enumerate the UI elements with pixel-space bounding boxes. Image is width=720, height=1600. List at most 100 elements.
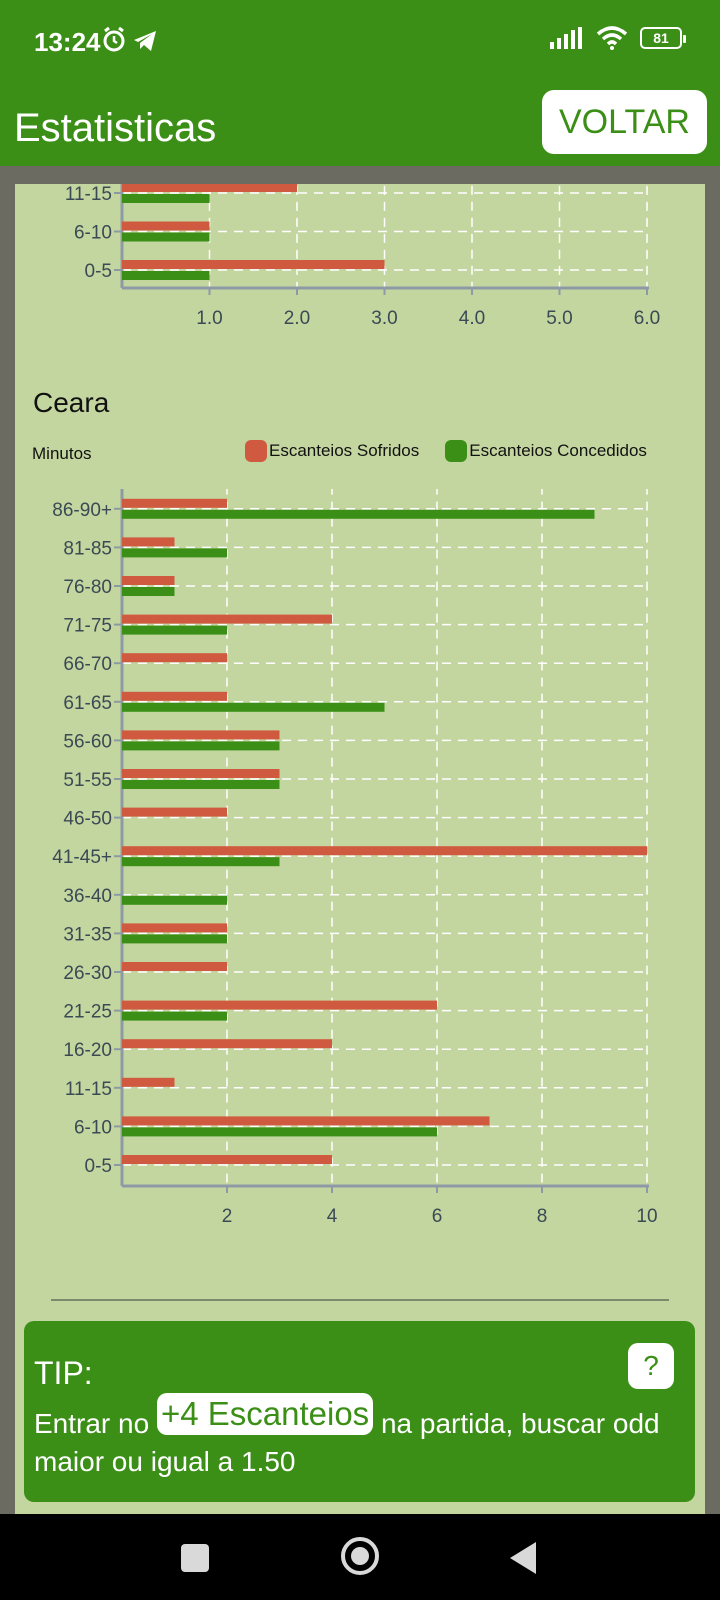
alarm-icon [103, 26, 125, 52]
main-chart-x-tick-label: 2 [222, 1206, 233, 1227]
main-chart: 0-5 6-10 11-15 16-20 21-25 26-30 31-35 36-40 41-… [52, 489, 658, 1227]
help-button[interactable]: ? [628, 1343, 674, 1389]
top-chart-x-tick-label: 3.0 [371, 308, 397, 329]
wifi-icon [596, 26, 628, 50]
tip-highlight: +4 Escanteios [156, 1393, 374, 1435]
main-chart-bar-sofridos [122, 1039, 332, 1049]
top-chart-bar-sofridos [122, 184, 297, 192]
main-chart-bar-sofridos [122, 730, 280, 740]
main-chart-category-label: 41-45+ [52, 847, 112, 868]
back-button[interactable]: VOLTAR [542, 90, 707, 154]
main-chart-category-label: 21-25 [63, 1002, 112, 1023]
status-icons-right: 81 [550, 26, 686, 50]
divider [51, 1299, 669, 1301]
legend-label-sofridos: Escanteios Sofridos [269, 441, 420, 460]
main-chart-bar-sofridos [122, 498, 227, 508]
main-chart-bar-sofridos [122, 691, 227, 701]
main-chart-bar-sofridos [122, 576, 175, 585]
tip-text-after: na partida, buscar odd maior ou igual a … [34, 1408, 660, 1477]
telegram-icon [134, 31, 156, 51]
main-chart-category-label: 6-10 [74, 1117, 112, 1138]
main-chart-bar-concedidos [122, 702, 385, 712]
main-chart-bar-concedidos [122, 587, 175, 596]
main-chart-category-label: 81-85 [63, 538, 112, 559]
main-chart-category-label: 0-5 [85, 1156, 112, 1177]
main-chart-bar-concedidos [122, 1127, 437, 1137]
main-chart-bar-concedidos [122, 934, 227, 944]
appbar-shadow [0, 166, 720, 184]
top-chart-bar-sofridos [122, 221, 210, 231]
main-chart-category-label: 66-70 [63, 654, 112, 675]
main-chart-category-label: 76-80 [63, 577, 112, 598]
tip-text: Entrar no +4 Escanteios na partida, busc… [34, 1393, 674, 1481]
legend-swatch-concedidos [445, 440, 468, 462]
main-chart-x-tick-label: 4 [327, 1206, 338, 1227]
main-chart-bar-concedidos [122, 780, 280, 789]
legend-item-concedidos: Escanteios Concedidos [445, 440, 647, 462]
main-chart-x-tick-label: 10 [636, 1206, 657, 1227]
main-chart-category-label: 31-35 [63, 924, 112, 945]
top-chart-x-tick-label: 5.0 [546, 308, 572, 329]
app-bar: Estatisticas VOLTAR [0, 82, 720, 166]
status-icons-left [102, 26, 162, 59]
main-chart-bar-sofridos [122, 769, 280, 778]
back-nav-button[interactable] [510, 1542, 536, 1574]
main-chart-category-label: 16-20 [63, 1040, 112, 1061]
stats-content[interactable]: 0-5 6-10 11-15 1.0 2.0 3.0 4.0 5.0 6.0 Ceara Min… [15, 184, 705, 1514]
legend-label-concedidos: Escanteios Concedidos [469, 441, 647, 460]
main-chart-bar-sofridos [122, 653, 227, 663]
top-chart-bar-concedidos [122, 194, 210, 203]
main-chart-bar-concedidos [122, 548, 227, 558]
axis-label-minutos: Minutos [32, 444, 92, 463]
top-chart-category-label: 6-10 [74, 223, 112, 244]
top-chart-category-label: 0-5 [85, 261, 112, 282]
main-chart-bar-sofridos [122, 614, 332, 624]
section-title: Ceara [33, 387, 110, 418]
main-chart-bar-sofridos [122, 1116, 490, 1126]
main-chart-bar-concedidos [122, 895, 227, 905]
top-chart-x-tick-label: 1.0 [196, 308, 222, 329]
chart-legend: Escanteios Sofridos Escanteios Concedido… [245, 440, 673, 462]
recent-apps-button[interactable] [181, 1544, 209, 1572]
main-chart-bar-concedidos [122, 857, 280, 867]
tip-card: TIP: ? Entrar no +4 Escanteios na partid… [24, 1321, 695, 1502]
top-chart-bar-concedidos [122, 232, 210, 242]
main-chart-category-label: 61-65 [63, 693, 112, 714]
main-chart-bar-sofridos [122, 846, 647, 856]
main-chart-bar-sofridos [122, 537, 175, 547]
top-chart-x-tick-label: 2.0 [284, 308, 310, 329]
main-chart-category-label: 86-90+ [52, 500, 112, 521]
main-chart-bar-sofridos [122, 962, 227, 971]
tip-title: TIP: [34, 1355, 93, 1391]
status-bar: 13:24 81 [0, 0, 720, 82]
main-chart-bar-concedidos [122, 509, 595, 519]
top-chart-category-label: 11-15 [65, 184, 112, 205]
main-chart-bar-concedidos [122, 741, 280, 751]
main-chart-category-label: 56-60 [63, 731, 112, 752]
main-chart-x-tick-label: 6 [432, 1206, 443, 1227]
page-title: Estatisticas [14, 106, 217, 150]
top-chart-x-tick-label: 4.0 [459, 308, 485, 329]
battery-level: 81 [653, 30, 669, 46]
battery-icon: 81 [640, 27, 686, 49]
main-chart-category-label: 71-75 [63, 616, 112, 637]
tip-text-before: Entrar no [34, 1408, 157, 1439]
main-chart-bar-sofridos [122, 1000, 437, 1010]
main-chart-category-label: 51-55 [63, 770, 112, 791]
top-chart-bar-sofridos [122, 260, 385, 269]
legend-item-sofridos: Escanteios Sofridos [245, 440, 419, 462]
signal-icon [550, 27, 582, 49]
legend-swatch-sofridos [245, 440, 267, 462]
main-chart-category-label: 36-40 [63, 886, 112, 907]
main-chart-bar-sofridos [122, 923, 227, 933]
main-chart-bar-concedidos [122, 625, 227, 635]
top-chart-x-tick-label: 6.0 [634, 308, 660, 329]
top-chart: 0-5 6-10 11-15 1.0 2.0 3.0 4.0 5.0 6.0 [65, 184, 660, 329]
navigation-bar [0, 1514, 720, 1600]
main-chart-bar-sofridos [122, 807, 227, 817]
home-button[interactable] [341, 1537, 379, 1575]
main-chart-bar-concedidos [122, 1011, 227, 1021]
main-chart-bar-sofridos [122, 1077, 175, 1087]
main-chart-category-label: 11-15 [65, 1079, 112, 1100]
main-chart-bar-sofridos [122, 1155, 332, 1164]
